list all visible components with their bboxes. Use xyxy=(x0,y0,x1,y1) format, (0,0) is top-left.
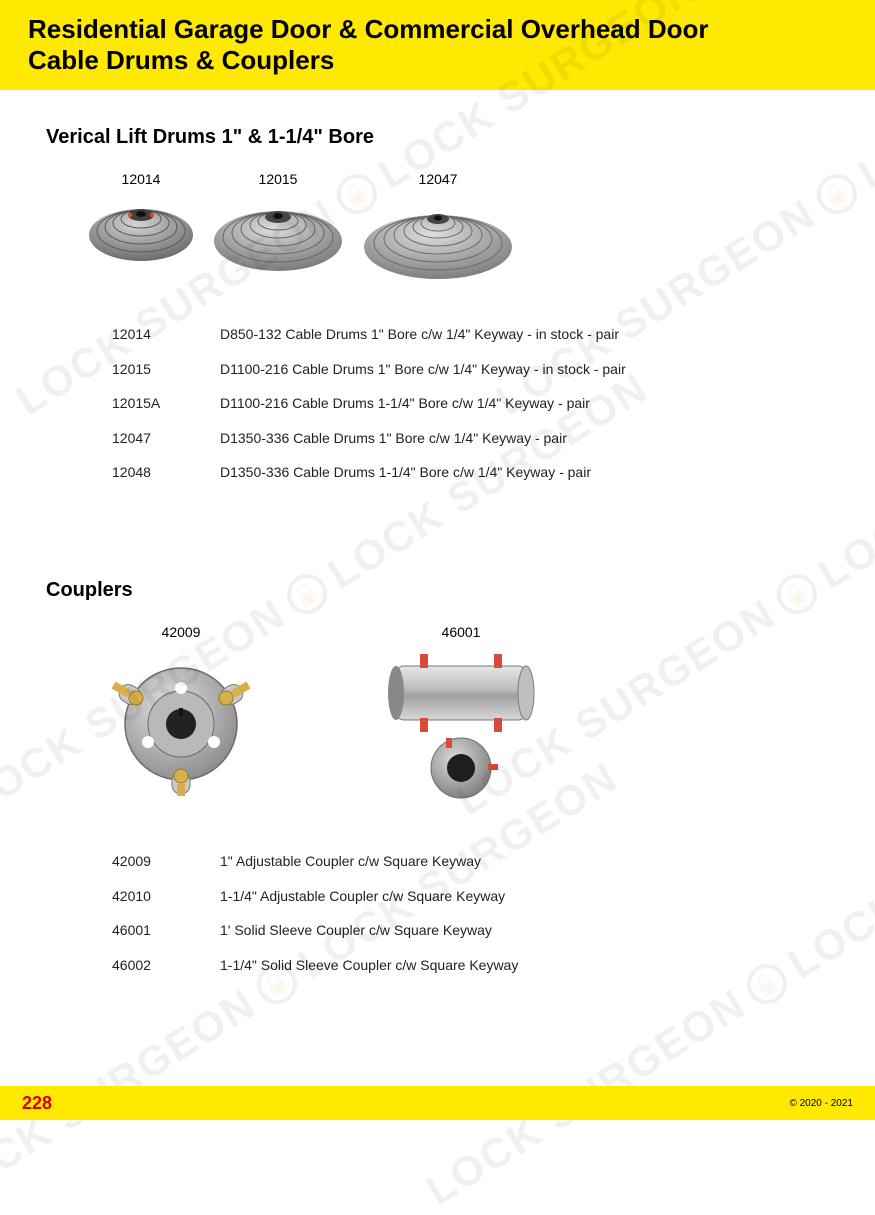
section-vertical-lift-drums: Verical Lift Drums 1" & 1-1/4" Bore 1201… xyxy=(46,126,829,489)
table-row: 12015 D1100-216 Cable Drums 1" Bore c/w … xyxy=(112,352,829,386)
table-row: 12015A D1100-216 Cable Drums 1-1/4" Bore… xyxy=(112,386,829,420)
drum-icon xyxy=(210,193,346,273)
drum-image-row: 12014 xyxy=(46,171,829,281)
page-title: Residential Garage Door & Commercial Ove… xyxy=(28,14,847,76)
part-code: 42010 xyxy=(112,885,220,907)
page-content: Verical Lift Drums 1" & 1-1/4" Bore 1201… xyxy=(0,90,875,982)
part-desc: 1-1/4" Adjustable Coupler c/w Square Key… xyxy=(220,885,829,907)
part-desc: D1350-336 Cable Drums 1-1/4" Bore c/w 1/… xyxy=(220,461,829,483)
drums-spec-table: 12014 D850-132 Cable Drums 1" Bore c/w 1… xyxy=(46,317,829,489)
section-title: Verical Lift Drums 1" & 1-1/4" Bore xyxy=(46,126,829,149)
image-label: 12014 xyxy=(122,171,161,187)
part-code: 12015 xyxy=(112,358,220,380)
image-label: 12015 xyxy=(259,171,298,187)
page-number: 228 xyxy=(22,1093,52,1114)
part-code: 46001 xyxy=(112,919,220,941)
table-row: 12047 D1350-336 Cable Drums 1" Bore c/w … xyxy=(112,421,829,455)
part-desc: D1350-336 Cable Drums 1" Bore c/w 1/4" K… xyxy=(220,427,829,449)
image-label: 46001 xyxy=(442,624,481,640)
image-label: 42009 xyxy=(162,624,201,640)
solid-sleeve-coupler-icon xyxy=(376,646,546,806)
section-title: Couplers xyxy=(46,579,829,602)
page-header: Residential Garage Door & Commercial Ove… xyxy=(0,0,875,90)
part-code: 12048 xyxy=(112,461,220,483)
drum-icon xyxy=(360,193,516,281)
table-row: 12048 D1350-336 Cable Drums 1-1/4" Bore … xyxy=(112,455,829,489)
table-row: 46001 1' Solid Sleeve Coupler c/w Square… xyxy=(112,913,829,947)
page-footer: 228 © 2020 - 2021 xyxy=(0,1086,875,1120)
copyright-text: © 2020 - 2021 xyxy=(789,1098,853,1109)
part-desc: D1100-216 Cable Drums 1" Bore c/w 1/4" K… xyxy=(220,358,829,380)
part-code: 42009 xyxy=(112,850,220,872)
product-image: 12014 xyxy=(86,171,196,263)
section-couplers: Couplers 42009 xyxy=(46,579,829,982)
part-code: 12047 xyxy=(112,427,220,449)
image-label: 12047 xyxy=(419,171,458,187)
adjustable-coupler-icon xyxy=(106,646,256,796)
part-desc: 1" Adjustable Coupler c/w Square Keyway xyxy=(220,850,829,872)
table-row: 42009 1" Adjustable Coupler c/w Square K… xyxy=(112,844,829,878)
table-row: 46002 1-1/4" Solid Sleeve Coupler c/w Sq… xyxy=(112,948,829,982)
product-image: 12015 xyxy=(210,171,346,273)
table-row: 12014 D850-132 Cable Drums 1" Bore c/w 1… xyxy=(112,317,829,351)
part-code: 12015A xyxy=(112,392,220,414)
part-desc: D850-132 Cable Drums 1" Bore c/w 1/4" Ke… xyxy=(220,323,829,345)
table-row: 42010 1-1/4" Adjustable Coupler c/w Squa… xyxy=(112,879,829,913)
part-desc: 1-1/4" Solid Sleeve Coupler c/w Square K… xyxy=(220,954,829,976)
product-image: 12047 xyxy=(360,171,516,281)
part-code: 46002 xyxy=(112,954,220,976)
product-image: 46001 xyxy=(376,624,546,806)
drum-icon xyxy=(86,193,196,263)
couplers-image-row: 42009 xyxy=(46,624,829,806)
couplers-spec-table: 42009 1" Adjustable Coupler c/w Square K… xyxy=(46,844,829,982)
part-desc: D1100-216 Cable Drums 1-1/4" Bore c/w 1/… xyxy=(220,392,829,414)
part-desc: 1' Solid Sleeve Coupler c/w Square Keywa… xyxy=(220,919,829,941)
part-code: 12014 xyxy=(112,323,220,345)
product-image: 42009 xyxy=(106,624,256,796)
